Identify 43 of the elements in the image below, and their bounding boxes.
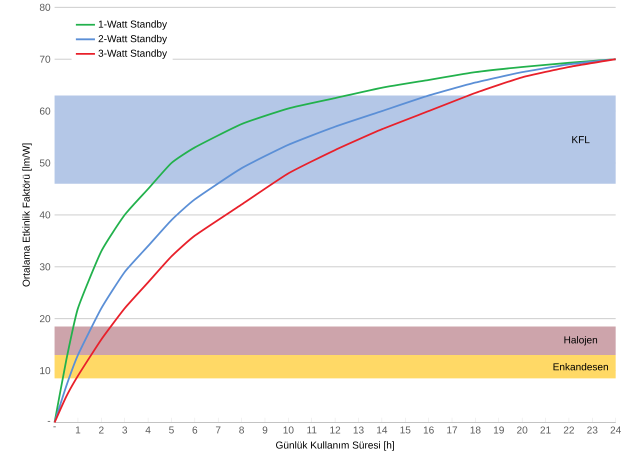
band-label: Halojen [564, 336, 598, 346]
x-tick-label: 2 [99, 426, 104, 434]
x-tick-label: 1 [76, 426, 80, 434]
y-tick-label: 80 [40, 4, 50, 11]
band-label: KFL [572, 136, 590, 143]
x-tick-label: 22 [564, 426, 574, 434]
y-tick-label: 30 [40, 263, 50, 270]
y-tick-label: - [48, 420, 50, 422]
x-tick-label: 16 [424, 426, 434, 434]
line-series [54, 58, 617, 424]
x-tick-label: 18 [470, 426, 481, 434]
x-tick-label: - [53, 426, 56, 428]
y-tick-label: 50 [40, 159, 50, 166]
x-tick-label: 23 [587, 426, 598, 434]
x-tick-label: 19 [494, 426, 504, 434]
x-tick-label: 17 [447, 426, 458, 434]
x-tick-label: 7 [216, 426, 221, 434]
legend-label: 1-Watt Standby [98, 20, 168, 30]
x-tick-label: 24 [610, 426, 621, 434]
y-tick-label: 40 [40, 211, 50, 218]
x-tick-label: 13 [354, 426, 364, 434]
x-tick-label: 15 [400, 426, 410, 434]
x-tick-label: 12 [330, 426, 340, 434]
x-tick-label: 3 [122, 426, 128, 434]
x-axis-title: Günlük Kullanım Süresi [h] [276, 441, 394, 450]
y-tick-label: 20 [40, 314, 50, 322]
x-tick-label: 4 [146, 426, 151, 434]
y-tick-label: 10 [40, 366, 50, 374]
x-tick-label: 8 [239, 426, 244, 434]
x-tick-label: 20 [517, 426, 528, 434]
x-tick-label: 10 [284, 426, 294, 434]
y-axis-title: Ortalama Etkinlik Faktörü [lm/W] [22, 143, 32, 286]
x-tick-label: 5 [169, 426, 174, 434]
legend-label: 2-Watt Standby [98, 34, 168, 44]
x-tick-label: 11 [307, 426, 316, 434]
band-label: Enkandesen [554, 362, 608, 370]
x-tick-label: 9 [262, 426, 268, 434]
legend-label: 3-Watt Standby [98, 49, 168, 59]
x-tick-label: 6 [192, 426, 198, 434]
x-tick-label: 21 [540, 426, 551, 434]
y-tick-label: 70 [40, 55, 50, 63]
y-tick-label: 60 [40, 107, 50, 114]
x-tick-label: 14 [377, 426, 388, 434]
